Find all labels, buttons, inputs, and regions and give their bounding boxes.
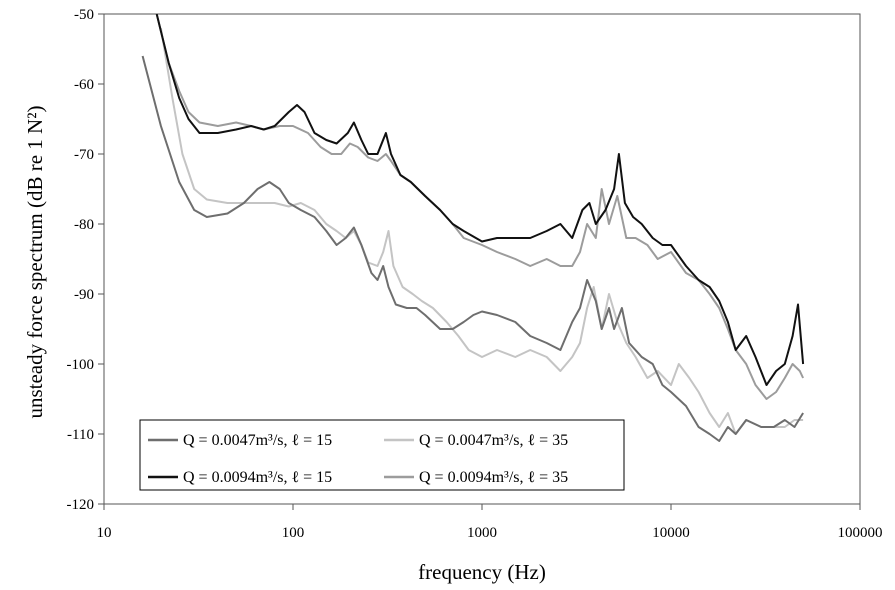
legend-box xyxy=(139,419,625,491)
y-tick-label: -50 xyxy=(74,7,94,23)
legend-label: Q = 0.0094m³/s, ℓ = 35 xyxy=(419,469,568,486)
series-line-1 xyxy=(141,55,804,442)
x-axis-title: frequency (Hz) xyxy=(418,560,546,584)
y-tick-label: -110 xyxy=(67,427,94,443)
legend: Q = 0.0047m³/s, ℓ = 15 Q = 0.0047m³/s, ℓ … xyxy=(139,419,625,491)
series-line-3 xyxy=(155,13,805,386)
x-tick-label: 1000 xyxy=(467,525,497,541)
y-axis-title: unsteady force spectrum (dB re 1 N²) xyxy=(23,105,47,418)
y-tick-label: -60 xyxy=(74,77,94,93)
legend-label: Q = 0.0094m³/s, ℓ = 15 xyxy=(183,469,332,486)
y-tick-label: -80 xyxy=(74,217,94,233)
series-group xyxy=(141,13,805,442)
series-line-2 xyxy=(159,27,804,435)
x-tick-label: 10 xyxy=(97,525,112,541)
y-tick-label: -100 xyxy=(67,357,95,373)
legend-label: Q = 0.0047m³/s, ℓ = 15 xyxy=(183,432,332,449)
y-tick-label: -120 xyxy=(67,497,95,513)
x-tick-label: 10000 xyxy=(652,525,690,541)
y-tick-label: -90 xyxy=(74,287,94,303)
x-tick-label: 100000 xyxy=(838,525,883,541)
legend-label: Q = 0.0047m³/s, ℓ = 35 xyxy=(419,432,568,449)
x-tick-label: 100 xyxy=(282,525,305,541)
series-line-4 xyxy=(155,13,805,400)
tick-group: 10 100 1000 10000 100000 -120 -110 -100 -90 -80 -7… xyxy=(67,7,883,541)
y-tick-label: -70 xyxy=(74,147,94,163)
